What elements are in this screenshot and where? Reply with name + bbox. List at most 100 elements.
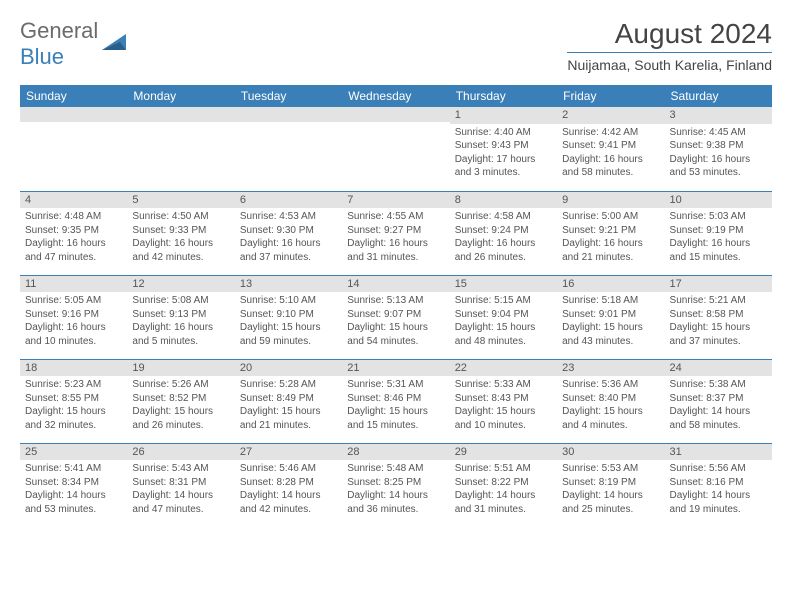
day-cell: 24Sunrise: 5:38 AMSunset: 8:37 PMDayligh… [665,359,772,443]
cell-line: Daylight: 14 hours [562,489,659,503]
cell-line: and 15 minutes. [670,251,767,265]
triangle-icon [102,32,130,57]
weekday-header: Saturday [665,85,772,107]
day-number: 28 [342,444,449,461]
day-cell: 17Sunrise: 5:21 AMSunset: 8:58 PMDayligh… [665,275,772,359]
cell-line: Sunrise: 4:45 AM [670,126,767,140]
cell-line: Sunrise: 4:53 AM [240,210,337,224]
cell-line: Daylight: 16 hours [347,237,444,251]
day-number [342,107,449,122]
day-cell: 7Sunrise: 4:55 AMSunset: 9:27 PMDaylight… [342,191,449,275]
logo-text-general: General [20,18,98,43]
cell-line: Daylight: 15 hours [132,405,229,419]
cell-line: and 59 minutes. [240,335,337,349]
day-number: 13 [235,276,342,293]
day-number: 15 [450,276,557,293]
cell-line: Daylight: 16 hours [562,237,659,251]
cell-line: Daylight: 16 hours [670,237,767,251]
cell-line: Sunrise: 4:48 AM [25,210,122,224]
logo-text-blue: Blue [20,44,64,69]
cell-line: Daylight: 16 hours [670,153,767,167]
day-number: 19 [127,360,234,377]
cell-line: Sunset: 8:37 PM [670,392,767,406]
title-location: Nuijamaa, South Karelia, Finland [567,57,772,73]
day-cell: 21Sunrise: 5:31 AMSunset: 8:46 PMDayligh… [342,359,449,443]
day-cell: 5Sunrise: 4:50 AMSunset: 9:33 PMDaylight… [127,191,234,275]
cell-line: and 31 minutes. [347,251,444,265]
cell-line: and 19 minutes. [670,503,767,517]
day-cell: 23Sunrise: 5:36 AMSunset: 8:40 PMDayligh… [557,359,664,443]
day-number: 17 [665,276,772,293]
cell-line: Sunset: 9:19 PM [670,224,767,238]
weekday-header: Monday [127,85,234,107]
cell-line: Sunrise: 5:05 AM [25,294,122,308]
cell-line: Daylight: 16 hours [132,321,229,335]
cell-line: Sunset: 8:34 PM [25,476,122,490]
cell-line: and 43 minutes. [562,335,659,349]
cell-line: Daylight: 15 hours [562,405,659,419]
cell-line: Sunset: 9:16 PM [25,308,122,322]
day-number [235,107,342,122]
cell-line: Daylight: 15 hours [347,405,444,419]
cell-line: and 21 minutes. [240,419,337,433]
logo-text: General Blue [20,18,98,70]
day-number: 3 [665,107,772,124]
cell-line: Sunset: 8:25 PM [347,476,444,490]
cell-line: Sunrise: 5:53 AM [562,462,659,476]
cell-line: Daylight: 15 hours [670,321,767,335]
weekday-header: Friday [557,85,664,107]
day-number: 23 [557,360,664,377]
day-number: 20 [235,360,342,377]
day-cell: 18Sunrise: 5:23 AMSunset: 8:55 PMDayligh… [20,359,127,443]
cell-line: Sunrise: 5:18 AM [562,294,659,308]
day-cell: 30Sunrise: 5:53 AMSunset: 8:19 PMDayligh… [557,443,664,527]
cell-line: Daylight: 15 hours [455,405,552,419]
cell-line: Sunrise: 5:03 AM [670,210,767,224]
day-cell: 10Sunrise: 5:03 AMSunset: 9:19 PMDayligh… [665,191,772,275]
cell-line: and 47 minutes. [132,503,229,517]
cell-line: Daylight: 15 hours [240,405,337,419]
cell-line: Sunrise: 4:58 AM [455,210,552,224]
day-cell: 8Sunrise: 4:58 AMSunset: 9:24 PMDaylight… [450,191,557,275]
cell-line: Sunrise: 5:15 AM [455,294,552,308]
weekday-header: Sunday [20,85,127,107]
cell-line: Sunrise: 5:00 AM [562,210,659,224]
day-number: 22 [450,360,557,377]
day-cell: 9Sunrise: 5:00 AMSunset: 9:21 PMDaylight… [557,191,664,275]
day-cell: 28Sunrise: 5:48 AMSunset: 8:25 PMDayligh… [342,443,449,527]
cell-line: Daylight: 16 hours [455,237,552,251]
day-cell: 15Sunrise: 5:15 AMSunset: 9:04 PMDayligh… [450,275,557,359]
cell-line: Daylight: 14 hours [132,489,229,503]
day-number: 21 [342,360,449,377]
cell-line: Sunrise: 4:50 AM [132,210,229,224]
day-number: 27 [235,444,342,461]
cell-line: Sunrise: 5:28 AM [240,378,337,392]
cell-line: and 26 minutes. [455,251,552,265]
cell-line: Sunset: 8:16 PM [670,476,767,490]
cell-line: Sunset: 9:43 PM [455,139,552,153]
day-number: 2 [557,107,664,124]
cell-line: and 10 minutes. [25,335,122,349]
cell-line: Sunset: 8:40 PM [562,392,659,406]
cell-line: and 36 minutes. [347,503,444,517]
cell-line: Daylight: 15 hours [562,321,659,335]
day-cell: 25Sunrise: 5:41 AMSunset: 8:34 PMDayligh… [20,443,127,527]
cell-line: and 31 minutes. [455,503,552,517]
cell-line: Daylight: 15 hours [347,321,444,335]
cell-line: Daylight: 14 hours [670,405,767,419]
cell-line: Sunset: 9:21 PM [562,224,659,238]
day-number: 9 [557,192,664,209]
day-cell: 4Sunrise: 4:48 AMSunset: 9:35 PMDaylight… [20,191,127,275]
cell-line: Daylight: 16 hours [240,237,337,251]
day-number: 10 [665,192,772,209]
cell-line: Daylight: 15 hours [240,321,337,335]
cell-line: Sunrise: 5:31 AM [347,378,444,392]
day-number: 26 [127,444,234,461]
cell-line: and 32 minutes. [25,419,122,433]
day-number: 5 [127,192,234,209]
day-cell: 26Sunrise: 5:43 AMSunset: 8:31 PMDayligh… [127,443,234,527]
day-number: 18 [20,360,127,377]
cell-line: Sunrise: 5:51 AM [455,462,552,476]
cell-line: and 53 minutes. [670,166,767,180]
cell-line: and 53 minutes. [25,503,122,517]
